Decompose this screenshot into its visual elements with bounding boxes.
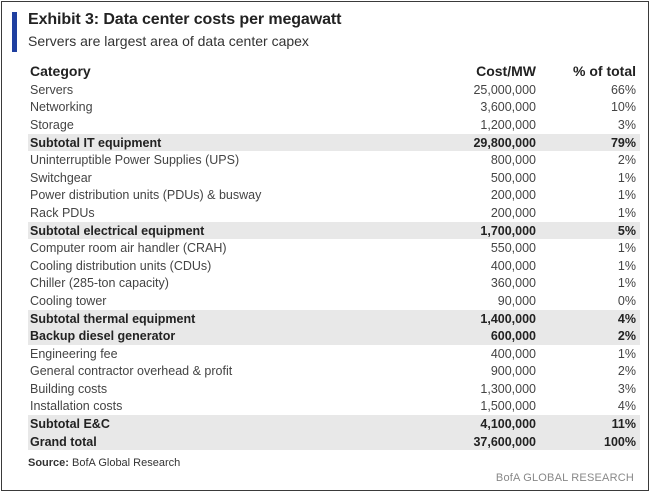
cell-category: Uninterruptible Power Supplies (UPS): [30, 153, 240, 168]
cell-percent: 3%: [617, 381, 636, 396]
cell-percent: 66%: [610, 82, 636, 97]
cell-percent: 4%: [617, 399, 636, 414]
cell-category: Grand total: [28, 432, 408, 451]
cell-percent: 2%: [617, 153, 636, 168]
cell-percent: 100%: [540, 432, 640, 451]
cell-percent: 1%: [617, 188, 636, 203]
cell-cost: 800,000: [490, 153, 536, 168]
table-subtotal-row: Grand total 37,600,000 100%: [28, 432, 640, 451]
cell-category: Cooling tower: [30, 293, 107, 308]
branding-label: BofA GLOBAL RESEARCH: [495, 472, 634, 484]
cell-percent: 11%: [540, 415, 640, 433]
cell-category: Backup diesel generator: [28, 327, 408, 345]
cell-percent: 2%: [617, 364, 636, 379]
source-note: Source: BofA Global Research: [28, 457, 180, 469]
cell-cost: 200,000: [490, 205, 536, 220]
table-row: Networking 3,600,000 10%: [28, 99, 640, 117]
table-subtotal-row: Subtotal IT equipment 29,800,000 79%: [28, 133, 640, 152]
table-row: Cooling tower 90,000 0%: [28, 292, 640, 310]
cell-cost: 1,300,000: [480, 381, 536, 396]
source-label: Source:: [28, 457, 69, 469]
table-row: Rack PDUs 200,000 1%: [28, 204, 640, 222]
table-row: Switchgear 500,000 1%: [28, 169, 640, 187]
cell-cost: 900,000: [490, 364, 536, 379]
accent-bar: [12, 12, 17, 52]
cell-category: Chiller (285-ton capacity): [30, 276, 169, 291]
cell-cost: 29,800,000: [408, 133, 540, 152]
table-subtotal-row: Backup diesel generator 600,000 2%: [28, 327, 640, 345]
table-row: Installation costs 1,500,000 4%: [28, 398, 640, 416]
table-row: Chiller (285-ton capacity) 360,000 1%: [28, 275, 640, 293]
cell-percent: 5%: [540, 221, 640, 240]
cell-category: Engineering fee: [30, 346, 118, 361]
table-subtotal-row: Subtotal electrical equipment 1,700,000 5%: [28, 221, 640, 240]
cell-cost: 37,600,000: [408, 432, 540, 451]
table-row: Building costs 1,300,000 3%: [28, 380, 640, 398]
cell-percent: 1%: [617, 170, 636, 185]
cell-category: Power distribution units (PDUs) & busway: [30, 188, 262, 203]
table-row: Storage 1,200,000 3%: [28, 116, 640, 134]
cell-category: Storage: [30, 117, 74, 132]
source-text: BofA Global Research: [68, 457, 181, 469]
cell-category: Subtotal electrical equipment: [28, 221, 408, 240]
cell-category: Subtotal E&C: [28, 415, 408, 433]
cell-cost: 550,000: [490, 241, 536, 256]
table-row: Power distribution units (PDUs) & busway…: [28, 187, 640, 205]
cell-cost: 500,000: [490, 170, 536, 185]
cell-cost: 1,400,000: [408, 309, 540, 328]
cell-category: Building costs: [30, 381, 108, 396]
cell-cost: 360,000: [490, 276, 536, 291]
table-row: Engineering fee 400,000 1%: [28, 345, 640, 363]
cell-cost: 1,500,000: [480, 399, 536, 414]
cell-cost: 200,000: [490, 188, 536, 203]
cell-percent: 79%: [540, 133, 640, 152]
table-header-row: Category Cost/MW % of total: [28, 61, 640, 81]
cell-percent: 2%: [540, 327, 640, 345]
cell-category: Servers: [30, 82, 74, 97]
cell-percent: 4%: [540, 309, 640, 328]
cell-cost: 3,600,000: [480, 100, 536, 115]
cell-category: Cooling distribution units (CDUs): [30, 258, 212, 273]
table-body: Servers 25,000,000 66% Networking 3,600,000 1…: [28, 81, 640, 451]
table-row: General contractor overhead & profit 900,…: [28, 363, 640, 381]
cell-cost: 4,100,000: [408, 415, 540, 433]
cell-percent: 10%: [610, 100, 636, 115]
header-cost: Cost/MW: [476, 63, 536, 79]
cell-percent: 1%: [617, 205, 636, 220]
cell-category: Subtotal thermal equipment: [28, 309, 408, 328]
table-row: Servers 25,000,000 66%: [28, 81, 640, 99]
cell-percent: 0%: [617, 293, 636, 308]
header-category: Category: [30, 63, 91, 79]
table-subtotal-row: Subtotal thermal equipment 1,400,000 4%: [28, 309, 640, 328]
table-row: Uninterruptible Power Supplies (UPS) 800,…: [28, 151, 640, 169]
cell-cost: 400,000: [490, 346, 536, 361]
cell-category: Rack PDUs: [30, 205, 95, 220]
cell-category: Networking: [30, 100, 93, 115]
cell-cost: 90,000: [497, 293, 536, 308]
cell-category: Switchgear: [30, 170, 92, 185]
table-row: Cooling distribution units (CDUs) 400,000…: [28, 257, 640, 275]
cell-percent: 1%: [617, 276, 636, 291]
cell-cost: 1,700,000: [408, 221, 540, 240]
table-row: Computer room air handler (CRAH) 550,000 1…: [28, 239, 640, 257]
cell-category: Computer room air handler (CRAH): [30, 241, 227, 256]
cost-table: Category Cost/MW % of total Servers 25,00…: [28, 61, 640, 451]
cell-category: General contractor overhead & profit: [30, 364, 233, 379]
exhibit-subtitle: Servers are largest area of data center …: [28, 33, 309, 49]
cell-cost: 600,000: [408, 327, 540, 345]
header-percent: % of total: [573, 63, 636, 79]
cell-cost: 400,000: [490, 258, 536, 273]
cell-category: Installation costs: [30, 399, 123, 414]
cell-percent: 1%: [617, 346, 636, 361]
cell-percent: 3%: [617, 117, 636, 132]
table-subtotal-row: Subtotal E&C 4,100,000 11%: [28, 415, 640, 433]
cell-category: Subtotal IT equipment: [28, 133, 408, 152]
cell-percent: 1%: [617, 241, 636, 256]
cell-percent: 1%: [617, 258, 636, 273]
exhibit-title: Exhibit 3: Data center costs per megawat…: [28, 11, 342, 28]
cell-cost: 1,200,000: [480, 117, 536, 132]
cell-cost: 25,000,000: [473, 82, 536, 97]
